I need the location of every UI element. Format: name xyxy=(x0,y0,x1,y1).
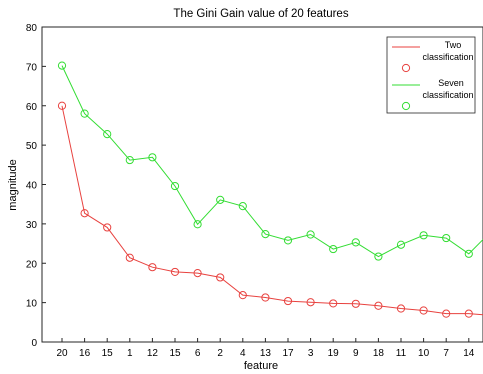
data-point-series-0 xyxy=(329,299,338,308)
data-point-series-0 xyxy=(170,267,180,277)
data-point-series-1 xyxy=(419,231,428,240)
data-point-series-0 xyxy=(80,209,89,218)
data-point-series-1 xyxy=(148,153,157,162)
data-point-series-0 xyxy=(442,309,451,318)
data-point-series-1 xyxy=(193,220,202,229)
x-tick-label: 12 xyxy=(147,348,159,359)
data-point-series-1 xyxy=(103,130,112,139)
data-point-series-1 xyxy=(238,202,247,211)
data-point-series-1 xyxy=(170,181,180,191)
x-tick-label: 11 xyxy=(396,348,407,359)
data-point-series-1 xyxy=(57,61,67,70)
series-layer xyxy=(57,61,483,318)
x-tick-label: 3 xyxy=(308,348,314,359)
data-point-series-1 xyxy=(125,155,134,165)
y-tick-label: 20 xyxy=(26,259,38,270)
x-tick-label: 1 xyxy=(127,348,133,359)
x-tick-label: 2 xyxy=(217,348,223,359)
legend: Two classification Seven classification xyxy=(386,36,476,114)
x-tick-label: 4 xyxy=(240,348,246,359)
data-point-series-0 xyxy=(103,223,112,232)
x-axis-label: feature xyxy=(244,360,278,372)
legend-marker-seven xyxy=(401,101,411,111)
data-point-series-0 xyxy=(57,101,67,110)
x-tick-label: 18 xyxy=(373,348,385,359)
data-point-series-1 xyxy=(464,249,473,258)
x-tick-label: 16 xyxy=(79,348,91,359)
x-tick-label: 14 xyxy=(463,348,475,359)
data-point-series-0 xyxy=(216,273,225,282)
x-tick-label: 20 xyxy=(56,348,68,359)
y-tick-label: 40 xyxy=(26,181,38,192)
y-tick-label: 30 xyxy=(26,220,38,231)
data-point-series-0 xyxy=(464,309,473,318)
data-point-series-0 xyxy=(238,291,247,300)
data-point-series-0 xyxy=(261,293,270,302)
y-axis-label: magnitude xyxy=(7,159,19,210)
x-tick-label: 9 xyxy=(353,348,359,359)
x-tick-label: 15 xyxy=(169,348,181,359)
legend-label-two-line2: classification xyxy=(422,52,473,62)
data-point-series-1 xyxy=(80,109,89,118)
data-point-series-1 xyxy=(351,238,360,247)
x-tick-label: 15 xyxy=(102,348,114,359)
x-tick-label: 6 xyxy=(195,348,201,359)
x-tick-label: 19 xyxy=(328,348,340,359)
x-axis: 20 16 15 1 12 15 6 2 4 13 17 3 19 9 18 11 10 7 14 xyxy=(56,338,475,359)
data-point-series-0 xyxy=(419,306,428,315)
data-point-series-1 xyxy=(306,230,315,239)
y-axis: 0 10 20 30 40 50 60 70 80 xyxy=(26,23,46,349)
data-point-series-0 xyxy=(351,299,360,308)
data-point-series-1 xyxy=(283,236,293,245)
data-point-series-0 xyxy=(306,298,315,307)
x-tick-label: 7 xyxy=(443,348,449,359)
data-point-series-1 xyxy=(396,240,406,249)
y-tick-label: 60 xyxy=(26,102,38,113)
y-tick-label: 0 xyxy=(31,338,37,349)
y-tick-label: 50 xyxy=(26,141,38,152)
data-point-series-1 xyxy=(329,244,338,254)
legend-label-two-line1: Two xyxy=(445,40,462,50)
data-point-series-0 xyxy=(374,301,383,310)
data-point-series-0 xyxy=(125,253,134,262)
legend-label-seven-line1: Seven xyxy=(438,78,464,88)
data-point-series-1 xyxy=(261,230,270,239)
y-tick-label: 10 xyxy=(26,299,38,310)
legend-box xyxy=(386,36,476,114)
legend-label-seven-line2: classification xyxy=(422,90,473,100)
data-point-series-1 xyxy=(374,252,383,261)
x-tick-label: 17 xyxy=(282,348,294,359)
chart-title: The Gini Gain value of 20 features xyxy=(173,8,348,20)
data-point-series-1 xyxy=(216,195,225,204)
y-tick-label: 70 xyxy=(26,62,38,73)
legend-marker-two xyxy=(401,63,411,73)
x-tick-label: 10 xyxy=(418,348,430,359)
data-point-series-1 xyxy=(442,233,451,243)
x-tick-label: 13 xyxy=(260,348,272,359)
data-point-series-0 xyxy=(396,304,406,313)
y-tick-label: 80 xyxy=(26,23,38,34)
data-point-series-0 xyxy=(283,296,293,306)
data-point-series-0 xyxy=(193,268,202,278)
data-point-series-0 xyxy=(148,263,157,272)
